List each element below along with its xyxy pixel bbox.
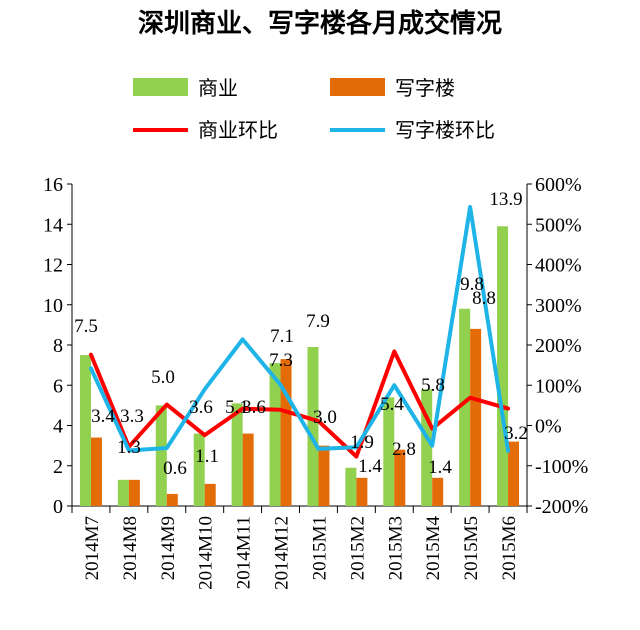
data-label: 1.1 — [195, 446, 219, 467]
x-tick-label: 2015M3 — [385, 516, 406, 580]
legend-swatch-office — [330, 78, 385, 96]
y-right-tick-label: -100% — [535, 456, 588, 478]
data-label: 9.8 — [460, 274, 484, 295]
bar-commercial — [155, 405, 167, 506]
x-tick-label: 2015M6 — [499, 516, 520, 580]
y-left-tick-label: 14 — [43, 214, 63, 236]
data-label: 7.1 — [270, 326, 294, 347]
data-label: 5.1 — [225, 397, 249, 418]
data-label: 5.0 — [151, 367, 175, 388]
data-label: 5.4 — [380, 394, 404, 415]
x-tick-label: 2015M1 — [309, 516, 330, 580]
data-label: 2.8 — [392, 439, 416, 460]
legend-label-commercial: 商业 — [198, 76, 238, 100]
x-tick-label: 2015M4 — [423, 516, 444, 581]
bar-office — [432, 477, 444, 506]
y-left-tick-label: 16 — [43, 174, 63, 196]
bar-commercial — [383, 397, 395, 506]
y-left-tick-label: 12 — [43, 255, 63, 277]
x-tick-label: 2014M12 — [272, 516, 293, 590]
x-tick-label: 2014M7 — [82, 516, 103, 580]
y-left-tick-label: 0 — [53, 496, 63, 518]
data-label: 7.9 — [306, 311, 330, 332]
bar-commercial — [459, 308, 471, 506]
bar-office — [90, 437, 102, 506]
bar-commercial — [79, 355, 91, 506]
x-tick-label: 2014M9 — [158, 516, 179, 580]
bar-office — [470, 328, 482, 506]
bars — [79, 226, 520, 506]
chart-title: 深圳商业、写字楼各月成交情况 — [138, 8, 502, 39]
legend-swatch-commercial — [133, 78, 188, 96]
bar-commercial — [345, 467, 357, 506]
data-label: 3.6 — [189, 397, 213, 418]
y-right-tick-label: 0% — [535, 416, 562, 438]
bar-office — [356, 477, 368, 506]
data-label: 5.8 — [421, 375, 445, 396]
bar-commercial — [117, 479, 129, 506]
bar-office — [128, 479, 140, 506]
data-label: 3.2 — [504, 423, 528, 444]
bar-office — [242, 433, 254, 506]
data-label: 1.4 — [358, 456, 382, 477]
legend-label-office-mom: 写字楼环比 — [395, 118, 495, 142]
line-office-mom — [88, 204, 511, 453]
x-tick-label: 2015M2 — [347, 516, 368, 580]
bar-office — [166, 493, 178, 506]
data-labels: 7.53.4 3.31.35.00.63.61.15.13.67.17.37.93… — [74, 189, 528, 479]
y-right-tick-label: 100% — [535, 375, 582, 397]
y-left-tick-label: 10 — [43, 295, 63, 317]
axes: 0 2 4 6 8 10 12 14 16 -200% -100% 0% 100% 200% 300% 400… — [43, 174, 588, 590]
y-right-tick-label: -200% — [535, 496, 588, 518]
bar-office — [394, 449, 406, 506]
data-label: 1.3 — [117, 437, 141, 458]
x-tick-label: 2014M11 — [234, 516, 255, 589]
data-label: 7.5 — [74, 316, 98, 337]
bar-commercial — [231, 403, 243, 506]
data-label: 7.3 — [269, 350, 293, 371]
y-right-tick-label: 300% — [535, 295, 582, 317]
lines — [88, 204, 511, 459]
x-tick-label: 2014M8 — [120, 516, 141, 580]
legend: 商业 写字楼 商业环比 写字楼环比 — [133, 76, 495, 142]
data-label: 1.4 — [428, 457, 452, 478]
y-left-tick-label: 2 — [53, 456, 63, 478]
legend-label-office: 写字楼 — [395, 76, 455, 100]
bar-office — [204, 483, 216, 506]
y-right-tick-label: 400% — [535, 255, 582, 277]
bar-office — [508, 441, 520, 506]
data-label: 13.9 — [489, 189, 522, 210]
y-left-tick-label: 6 — [53, 375, 63, 397]
bar-commercial — [497, 226, 509, 506]
bar-commercial — [307, 347, 319, 506]
data-label: 1.9 — [350, 432, 374, 453]
bar-office — [318, 445, 330, 506]
data-label: 3.4 — [91, 406, 115, 427]
x-tick-label: 2015M5 — [461, 516, 482, 580]
y-left-tick-label: 8 — [53, 335, 63, 357]
y-left-tick-label: 4 — [53, 416, 63, 438]
data-label: 0.6 — [163, 458, 187, 479]
data-label: 3.3 — [120, 406, 144, 427]
data-label: 3.0 — [313, 407, 337, 428]
data-label: 3.6 — [242, 397, 266, 418]
y-right-tick-label: 200% — [535, 335, 582, 357]
y-right-tick-label: 600% — [535, 174, 582, 196]
bar-commercial — [421, 389, 433, 506]
x-tick-label: 2014M10 — [196, 516, 217, 590]
legend-label-commercial-mom: 商业环比 — [198, 118, 278, 142]
bar-commercial — [269, 363, 281, 506]
bar-office — [280, 359, 292, 506]
data-label: 8.8 — [472, 288, 496, 309]
y-right-tick-label: 500% — [535, 214, 582, 236]
bar-commercial — [193, 433, 205, 506]
